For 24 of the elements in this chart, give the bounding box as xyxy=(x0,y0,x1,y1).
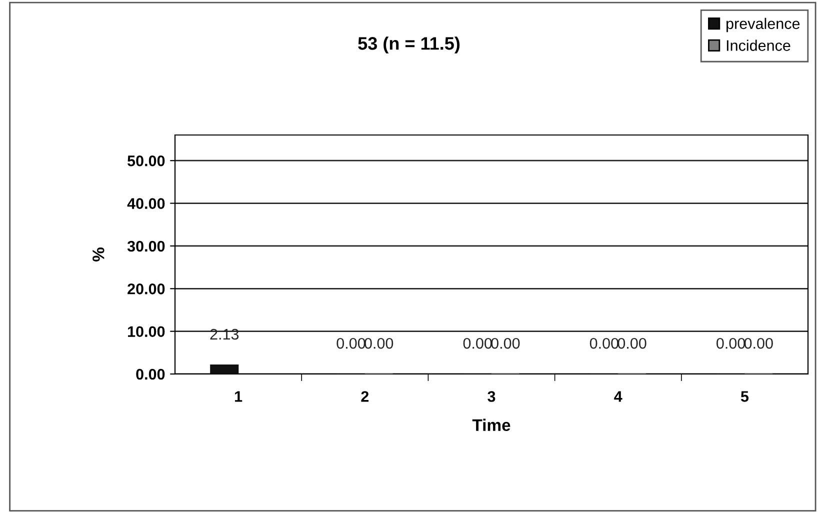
data-label: 0.00 xyxy=(618,338,646,349)
x-tick-label: 3 xyxy=(488,391,496,402)
y-axis-title: % xyxy=(92,248,104,262)
y-tick-label: 40.00 xyxy=(127,198,165,209)
data-label: 0.00 xyxy=(716,338,746,349)
x-axis-title: Time xyxy=(472,418,510,432)
x-tick-label: 2 xyxy=(361,391,369,402)
y-tick-label: 20.00 xyxy=(128,284,165,294)
x-tick-label: 5 xyxy=(740,391,749,402)
data-label: 0.00 xyxy=(463,338,492,349)
data-label: 0.00 xyxy=(744,338,773,349)
chart-title: 53 (n = 11.5) xyxy=(358,36,460,54)
y-tick-label: 10.00 xyxy=(128,326,165,338)
data-label: 0.00 xyxy=(590,338,618,349)
legend-label: prevalence xyxy=(726,18,800,32)
x-tick-label: 4 xyxy=(614,391,622,402)
data-label: 0.00 xyxy=(336,338,366,349)
y-tick-label: 50.00 xyxy=(128,155,165,166)
y-tick-label: 0.00 xyxy=(136,368,165,380)
x-tick-label: 1 xyxy=(235,391,242,402)
data-label: 0.00 xyxy=(364,338,394,349)
legend-label: Incidence xyxy=(726,40,790,51)
y-tick-label: 30.00 xyxy=(127,240,165,252)
data-label: 0.00 xyxy=(491,338,520,349)
